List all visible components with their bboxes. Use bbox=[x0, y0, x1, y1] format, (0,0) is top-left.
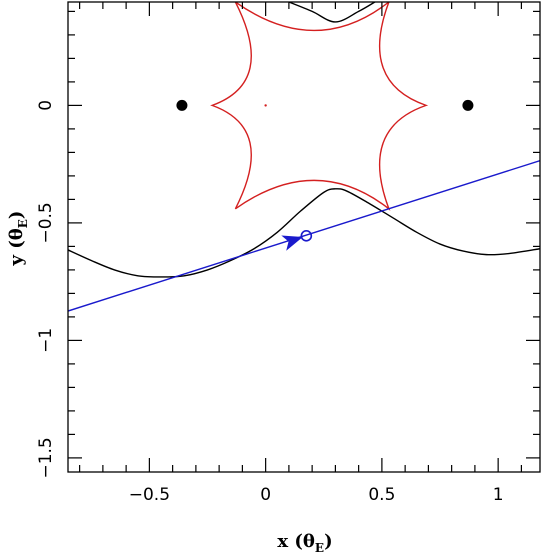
x-tick-label: −0.5 bbox=[129, 485, 170, 505]
trajectory-arrow bbox=[281, 235, 303, 251]
lens-mass-2 bbox=[462, 99, 474, 111]
labels-layer: −0.5 0 0.5 1 0 −0.5 −1 −1.5 bbox=[36, 100, 504, 505]
x-axis-label: x (θE) bbox=[277, 531, 332, 555]
ticks-layer bbox=[68, 2, 540, 472]
x-tick-label: 0.5 bbox=[368, 485, 395, 505]
y-tick-label: −1 bbox=[36, 328, 56, 353]
x-tick-label: 1 bbox=[493, 485, 504, 505]
lens-mass-1 bbox=[176, 99, 188, 111]
y-tick-label: 0 bbox=[36, 100, 56, 111]
y-tick-label: −1.5 bbox=[36, 437, 56, 478]
source-position-marker bbox=[300, 230, 313, 242]
y-axis-label: y (θE) bbox=[6, 211, 30, 267]
magnification-curve bbox=[68, 188, 540, 278]
curves-layer bbox=[68, 2, 540, 312]
caustic-center-dot bbox=[264, 104, 267, 107]
plot-frame bbox=[67, 1, 541, 473]
caustic-curve bbox=[210, 2, 429, 211]
y-tick-label: −0.5 bbox=[36, 202, 56, 243]
source-trajectory-line bbox=[68, 159, 540, 312]
x-tick-label: 0 bbox=[260, 485, 271, 505]
magnification-curve-top bbox=[288, 2, 376, 23]
plot-area bbox=[68, 2, 540, 312]
